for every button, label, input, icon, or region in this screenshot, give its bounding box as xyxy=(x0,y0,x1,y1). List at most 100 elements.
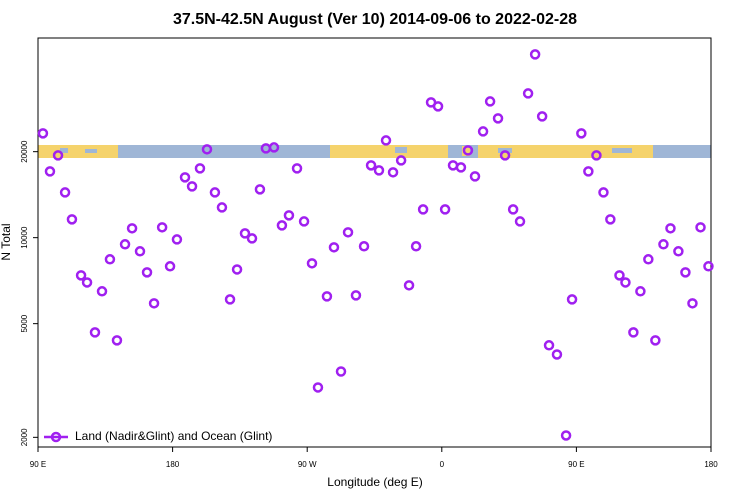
data-point xyxy=(591,150,602,161)
data-point xyxy=(522,88,534,99)
data-point xyxy=(605,214,616,225)
data-point xyxy=(403,280,415,291)
data-point xyxy=(410,241,422,252)
plot-frame xyxy=(37,37,712,448)
legend-marker xyxy=(50,431,62,443)
data-point xyxy=(306,258,318,269)
data-point xyxy=(695,222,706,233)
chart-title: 37.5N-42.5N August (Ver 10) 2014-09-06 t… xyxy=(173,11,577,28)
data-point xyxy=(432,101,444,112)
data-point xyxy=(148,298,160,309)
data-point xyxy=(514,216,526,227)
data-point xyxy=(484,96,496,107)
data-point xyxy=(507,204,519,215)
data-point xyxy=(358,241,370,252)
data-point xyxy=(335,366,347,377)
data-point xyxy=(209,187,221,198)
data-point xyxy=(44,166,56,177)
data-point xyxy=(66,214,78,225)
data-point xyxy=(328,242,340,253)
data-point xyxy=(469,171,481,182)
land-band xyxy=(330,145,430,158)
data-point xyxy=(298,216,310,227)
land-band xyxy=(38,145,118,158)
data-point xyxy=(126,223,138,234)
data-point xyxy=(59,187,71,198)
data-point xyxy=(598,187,609,198)
data-point xyxy=(395,155,407,166)
data-point xyxy=(536,111,548,122)
y-tick-label: 2000 xyxy=(20,428,29,446)
data-point xyxy=(283,210,295,221)
map-band xyxy=(38,145,711,158)
land-band xyxy=(462,146,470,156)
data-point xyxy=(560,430,572,441)
x-tick-label: 0 xyxy=(440,460,445,469)
data-point xyxy=(268,142,280,153)
y-axis-label: N Total xyxy=(0,223,13,260)
data-point xyxy=(687,298,698,309)
data-point xyxy=(342,227,354,238)
data-point xyxy=(291,163,303,174)
data-point xyxy=(194,163,206,174)
data-point xyxy=(141,267,153,278)
data-point xyxy=(614,270,625,281)
data-point xyxy=(576,128,587,139)
data-point xyxy=(628,327,639,338)
x-axis-label: Longitude (deg E) xyxy=(327,475,422,489)
data-point xyxy=(134,246,146,257)
data-point xyxy=(680,267,691,278)
data-point xyxy=(658,239,669,250)
data-point xyxy=(201,144,213,155)
data-point xyxy=(673,246,684,257)
data-point xyxy=(529,49,541,60)
data-point xyxy=(246,233,258,244)
data-point xyxy=(75,270,87,281)
data-point xyxy=(111,335,123,346)
data-point xyxy=(462,145,474,156)
land-band xyxy=(478,145,653,158)
data-point xyxy=(620,277,631,288)
data-point xyxy=(119,239,131,250)
data-point xyxy=(380,135,392,146)
data-point xyxy=(492,113,504,124)
data-point xyxy=(254,184,266,195)
data-point xyxy=(439,204,451,215)
data-point xyxy=(37,128,49,139)
data-point xyxy=(179,172,191,183)
y-tick-label: 10000 xyxy=(20,226,29,249)
data-point xyxy=(321,291,333,302)
data-point xyxy=(89,327,101,338)
data-point xyxy=(417,204,429,215)
data-point xyxy=(216,202,228,213)
data-point xyxy=(350,290,362,301)
data-point xyxy=(96,286,108,297)
land-band xyxy=(428,145,448,158)
data-point xyxy=(52,150,64,161)
data-point xyxy=(455,162,467,173)
data-point xyxy=(643,254,654,265)
x-tick-label: 90 E xyxy=(30,460,46,469)
ocean-patch xyxy=(60,148,68,153)
data-point xyxy=(703,261,714,272)
data-point xyxy=(312,382,324,393)
data-point xyxy=(276,220,288,231)
data-point xyxy=(186,181,198,192)
data-point xyxy=(231,264,243,275)
data-point xyxy=(477,126,489,137)
x-tick-label: 90 E xyxy=(568,460,584,469)
data-point xyxy=(583,166,594,177)
data-point xyxy=(104,254,116,265)
data-point xyxy=(543,340,555,351)
data-point xyxy=(224,294,236,305)
data-point xyxy=(81,277,93,288)
ocean-patch xyxy=(85,149,97,153)
data-point xyxy=(373,165,385,176)
legend-label: Land (Nadir&Glint) and Ocean (Glint) xyxy=(75,429,272,443)
y-tick-label: 5000 xyxy=(20,314,29,332)
data-point xyxy=(156,222,168,233)
data-point xyxy=(635,286,646,297)
data-point xyxy=(171,234,183,245)
x-tick-label: 180 xyxy=(704,460,718,469)
